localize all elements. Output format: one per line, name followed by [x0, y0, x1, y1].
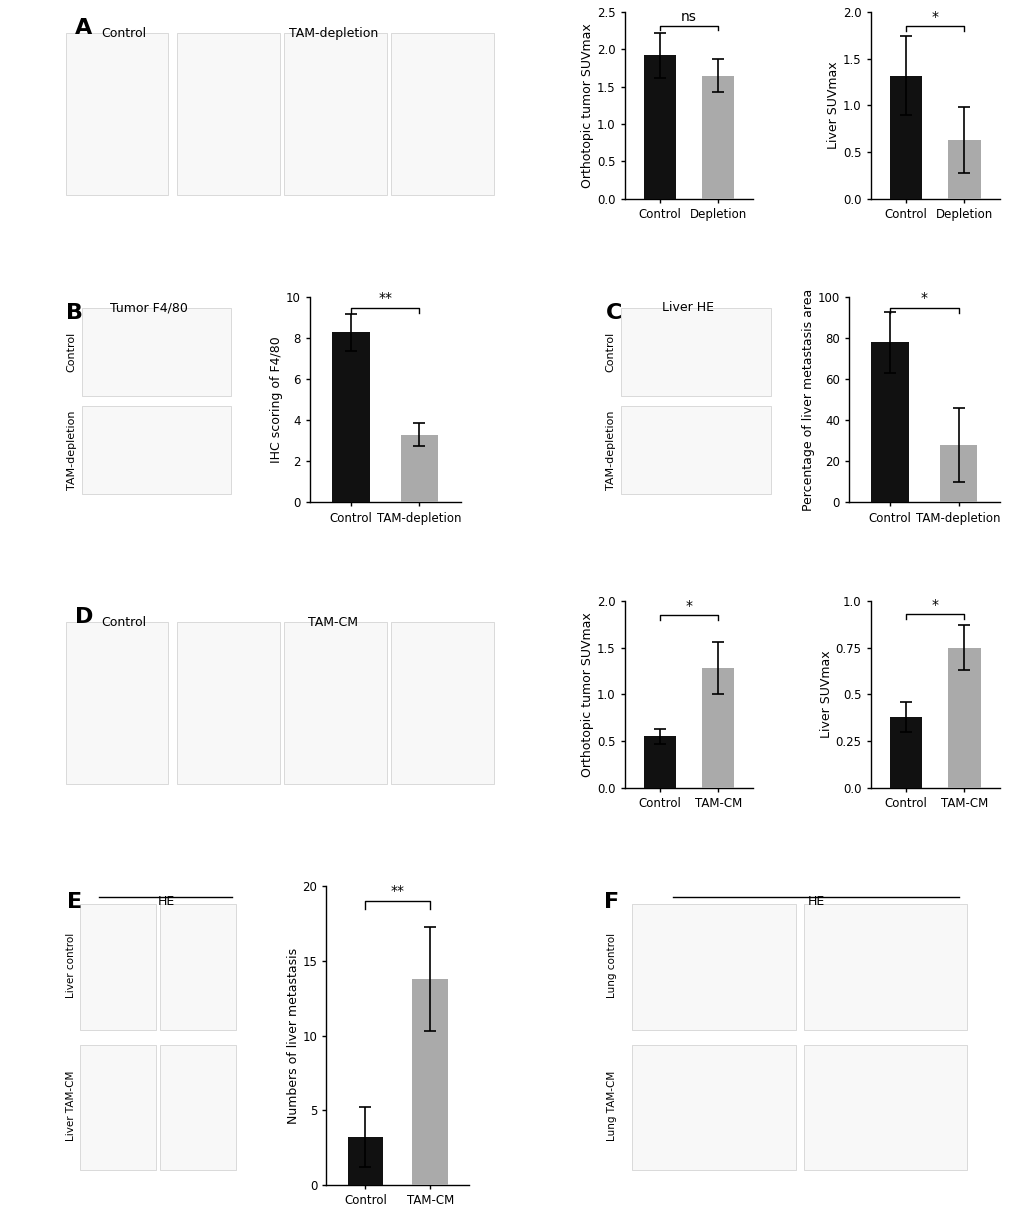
- Bar: [632, 904, 795, 1030]
- Text: D: D: [74, 607, 93, 626]
- Bar: [889, 75, 921, 198]
- Y-axis label: IHC scoring of F4/80: IHC scoring of F4/80: [270, 336, 283, 463]
- Bar: [65, 621, 168, 783]
- Text: TAM-depletion: TAM-depletion: [66, 410, 76, 490]
- Text: Liver control: Liver control: [65, 933, 75, 999]
- Text: A: A: [74, 18, 92, 37]
- Bar: [643, 736, 676, 788]
- Bar: [177, 621, 279, 783]
- Bar: [332, 332, 370, 503]
- Bar: [347, 1136, 383, 1185]
- Bar: [621, 307, 769, 395]
- Bar: [160, 904, 236, 1030]
- Text: TAM-CM: TAM-CM: [308, 617, 358, 629]
- Bar: [400, 435, 438, 503]
- Bar: [632, 1045, 795, 1170]
- Bar: [948, 648, 979, 788]
- Text: F: F: [603, 892, 619, 913]
- Bar: [284, 621, 386, 783]
- Bar: [701, 669, 734, 788]
- Text: *: *: [930, 10, 937, 24]
- Text: Lung control: Lung control: [606, 933, 616, 997]
- Bar: [81, 1045, 156, 1170]
- Bar: [284, 33, 386, 195]
- Bar: [948, 140, 979, 198]
- Y-axis label: Percentage of liver metastasis area: Percentage of liver metastasis area: [801, 289, 814, 511]
- Text: TAM-depletion: TAM-depletion: [605, 410, 615, 490]
- Bar: [938, 445, 976, 503]
- Text: Lung TAM-CM: Lung TAM-CM: [606, 1071, 616, 1141]
- Bar: [701, 75, 734, 198]
- Bar: [643, 56, 676, 198]
- Bar: [160, 1045, 236, 1170]
- Text: C: C: [605, 303, 622, 324]
- Text: Control: Control: [605, 331, 615, 372]
- Bar: [412, 979, 447, 1185]
- Bar: [83, 406, 231, 494]
- Text: E: E: [67, 892, 82, 913]
- Text: HE: HE: [807, 896, 823, 908]
- Y-axis label: Numbers of liver metastasis: Numbers of liver metastasis: [286, 948, 300, 1123]
- Bar: [870, 342, 908, 503]
- Bar: [803, 1045, 966, 1170]
- Bar: [81, 904, 156, 1030]
- Text: TAM-depletion: TAM-depletion: [288, 27, 378, 40]
- Text: Control: Control: [66, 331, 76, 372]
- Text: *: *: [685, 600, 692, 613]
- Text: Control: Control: [101, 617, 146, 629]
- Y-axis label: Orthotopic tumor SUVmax: Orthotopic tumor SUVmax: [581, 23, 593, 187]
- Bar: [391, 33, 493, 195]
- Bar: [889, 717, 921, 788]
- Bar: [803, 904, 966, 1030]
- Text: **: **: [378, 291, 392, 306]
- Bar: [177, 33, 279, 195]
- Bar: [83, 307, 231, 395]
- Text: Liver HE: Liver HE: [661, 301, 713, 314]
- Y-axis label: Liver SUVmax: Liver SUVmax: [819, 650, 833, 739]
- Text: **: **: [390, 884, 405, 898]
- Bar: [621, 406, 769, 494]
- Y-axis label: Liver SUVmax: Liver SUVmax: [826, 62, 840, 149]
- Text: B: B: [66, 303, 84, 324]
- Text: *: *: [930, 598, 937, 612]
- Text: ns: ns: [681, 10, 696, 24]
- Text: HE: HE: [157, 896, 174, 908]
- Y-axis label: Orthotopic tumor SUVmax: Orthotopic tumor SUVmax: [581, 612, 593, 777]
- Text: Liver TAM-CM: Liver TAM-CM: [65, 1070, 75, 1141]
- Bar: [391, 621, 493, 783]
- Text: Control: Control: [101, 27, 146, 40]
- Bar: [65, 33, 168, 195]
- Text: Tumor F4/80: Tumor F4/80: [110, 301, 187, 314]
- Text: *: *: [920, 291, 927, 306]
